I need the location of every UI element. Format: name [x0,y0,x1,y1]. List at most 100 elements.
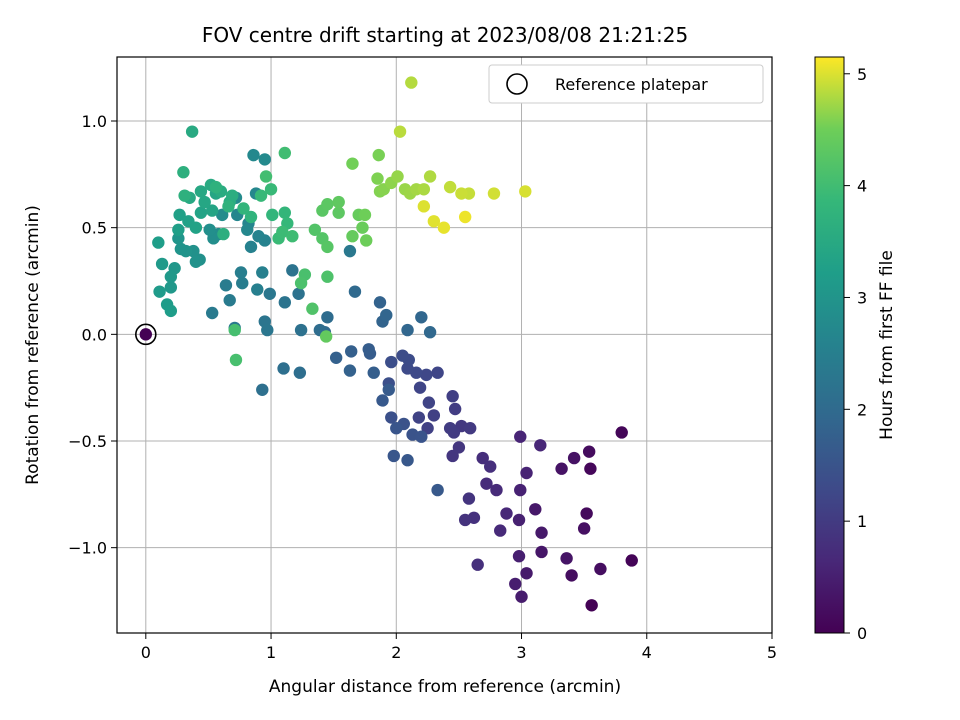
data-point [520,567,533,580]
data-point [422,396,436,409]
data-point [254,189,268,202]
data-point [385,355,398,369]
chart-title: FOV centre drift starting at 2023/08/08 … [202,23,688,47]
data-point [244,240,258,254]
data-point [372,148,385,162]
x-tick-label: 2 [391,643,401,662]
data-point [252,230,265,243]
data-point [251,283,264,296]
data-point [387,449,400,463]
data-point [385,411,398,424]
data-point [173,208,186,222]
data-point [396,349,409,362]
data-point [278,146,292,160]
data-point [577,522,591,535]
data-point [529,503,542,516]
data-point [223,294,236,307]
data-point [177,166,190,179]
data-point [294,323,308,337]
data-point [367,366,380,379]
data-point [420,368,433,382]
data-point [216,208,229,222]
data-point [164,281,178,294]
colorbar-tick-label: 1 [857,512,867,531]
data-point [172,232,185,245]
data-point [278,296,292,309]
data-point [567,451,581,465]
data-point [321,311,334,324]
data-point [427,409,441,422]
data-point [278,206,292,219]
data-point [321,240,334,254]
colorbar-tick-label: 5 [857,65,867,84]
data-point [286,264,299,277]
data-point [362,343,375,356]
data-point [376,394,389,407]
data-point [321,270,334,283]
data-point [415,311,428,324]
data-point [194,206,208,219]
data-point [494,524,507,537]
data-point [286,230,299,243]
data-point [164,270,178,283]
data-point [343,244,357,258]
x-tick-label: 3 [516,643,526,662]
data-point [382,383,395,396]
data-point [332,195,345,209]
data-point [584,462,597,475]
data-point [514,430,527,443]
data-point [448,402,462,416]
data-point [219,279,233,292]
data-point [480,477,493,490]
data-point [594,562,607,576]
data-point [194,185,208,198]
data-point [423,170,437,183]
data-point [258,153,271,166]
data-point [458,210,472,224]
data-point [401,323,414,337]
data-point [358,208,372,222]
legend-entry-reference-platepar: Reference platepar [555,75,708,94]
data-point [189,221,203,234]
data-point [164,304,178,318]
colorbar-ticks: 0 1 2 3 4 5 [844,65,867,643]
data-point [413,381,427,394]
data-point [417,200,431,213]
legend-box [488,64,764,104]
data-point [534,439,547,452]
data-point [277,362,290,375]
data-point [417,183,431,196]
x-tick-label: 0 [141,643,151,662]
data-point [560,552,573,565]
data-point [401,454,414,467]
reference-platepar-marker [135,323,157,346]
data-point [228,323,241,337]
data-point [155,257,169,271]
data-point [256,383,269,396]
data-point [535,545,548,559]
data-point [535,526,548,539]
plot-frame [116,56,773,634]
data-point [266,208,279,222]
data-point [346,157,359,170]
data-point [139,328,153,341]
data-point [391,170,404,183]
data-point [264,183,278,196]
data-point [189,255,203,268]
colorbar-gradient [814,56,845,634]
y-tick-label: −0.5 [68,432,107,451]
data-point [373,296,387,309]
data-point [236,276,249,290]
data-point [390,422,403,435]
colorbar-tick-label: 0 [857,624,867,643]
legend: Reference platepar [488,64,764,104]
data-point [585,599,598,612]
data-point [292,287,305,300]
data-point [237,202,250,215]
data-point [244,210,258,224]
colorbar-tick-label: 3 [857,288,867,307]
data-point [344,345,358,358]
data-point [308,223,322,236]
data-point [490,483,503,497]
data-point [343,364,357,377]
